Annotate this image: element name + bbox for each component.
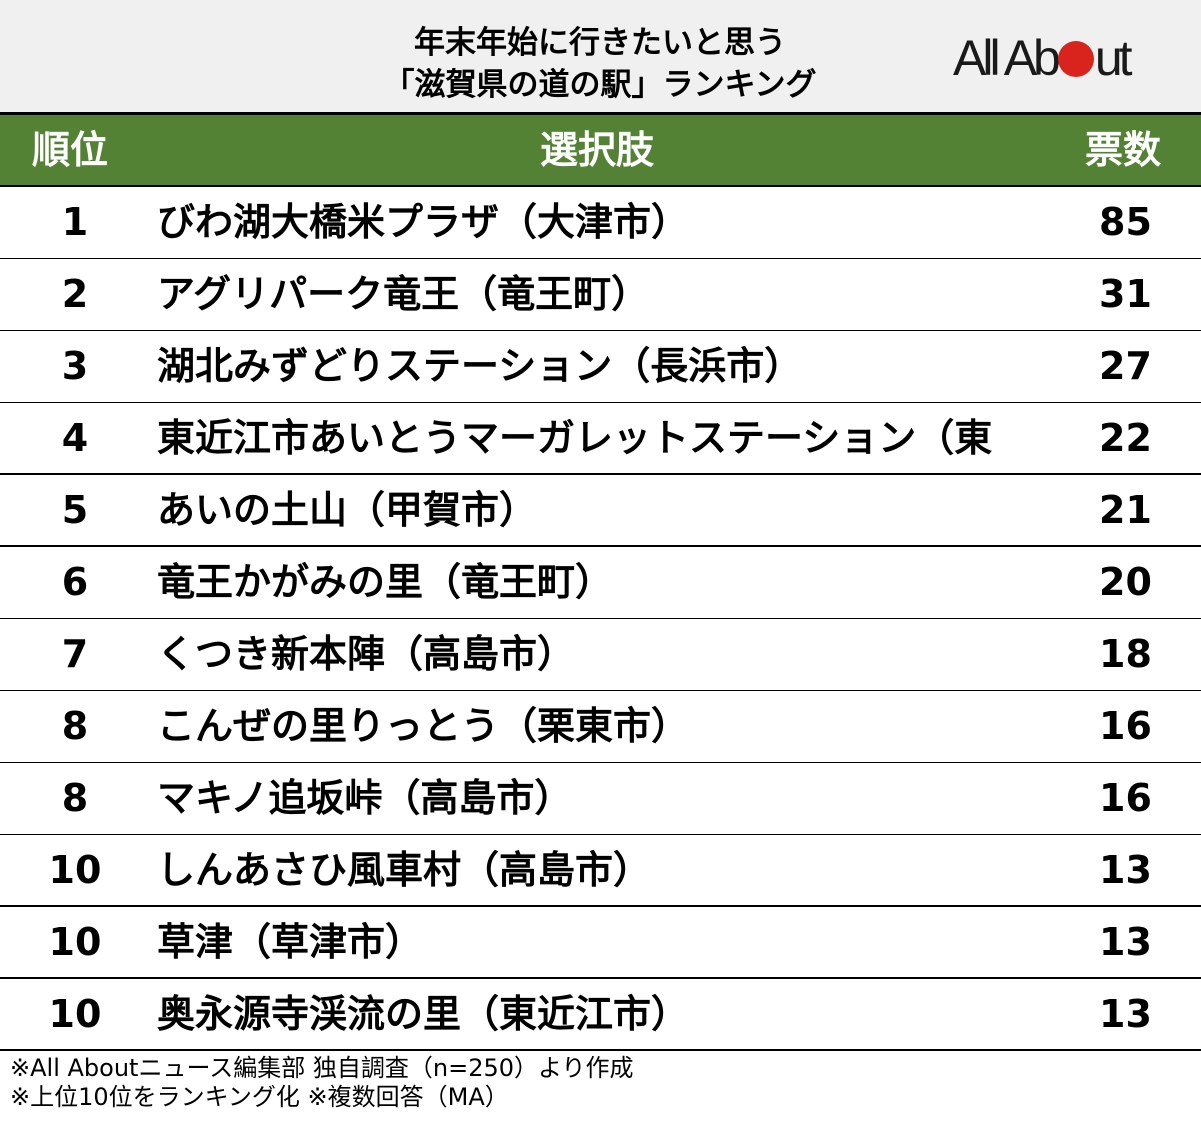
rank-cell: 3 xyxy=(61,344,89,388)
table-row: 5 あいの土山（甲賀市） 21 xyxy=(0,475,1201,547)
footer-notes: ※All Aboutニュース編集部 独自調査（n=250）より作成 ※上位10位… xyxy=(10,1054,634,1112)
logo-text-end: ut xyxy=(1094,30,1133,86)
name-cell: 湖北みずどりステーション（長浜市） xyxy=(157,344,803,388)
table-row: 10 奥永源寺渓流の里（東近江市） 13 xyxy=(0,979,1201,1051)
rank-cell: 5 xyxy=(61,488,89,532)
votes-cell: 22 xyxy=(1099,416,1152,460)
votes-cell: 13 xyxy=(1099,992,1152,1036)
logo-red-dot-icon xyxy=(1057,41,1094,77)
rank-cell: 6 xyxy=(61,560,89,604)
header-name: 選択肢 xyxy=(540,128,655,172)
name-cell: しんあさひ風車村（高島市） xyxy=(157,848,652,892)
votes-cell: 18 xyxy=(1099,632,1152,676)
name-cell: くつき新本陣（高島市） xyxy=(157,632,576,676)
votes-cell: 13 xyxy=(1099,848,1152,892)
name-cell: 東近江市あいとうマーガレットステーション（東 xyxy=(157,416,993,460)
rank-cell: 4 xyxy=(61,416,89,460)
votes-cell: 27 xyxy=(1099,344,1152,388)
header-votes: 票数 xyxy=(1085,128,1162,172)
table-header: 順位 選択肢 票数 xyxy=(0,115,1201,185)
name-cell: アグリパーク竜王（竜王町） xyxy=(157,272,650,316)
rank-cell: 2 xyxy=(61,272,89,316)
votes-cell: 20 xyxy=(1099,560,1152,604)
table-row: 6 竜王かがみの里（竜王町） 20 xyxy=(0,547,1201,619)
logo-text-start: All Ab xyxy=(953,30,1061,86)
votes-cell: 13 xyxy=(1099,920,1152,964)
table-row: 8 こんぜの里りっとう（栗東市） 16 xyxy=(0,691,1201,763)
votes-cell: 31 xyxy=(1099,272,1152,316)
table-row: 10 しんあさひ風車村（高島市） 13 xyxy=(0,835,1201,907)
footer-note-source: ※All Aboutニュース編集部 独自調査（n=250）より作成 xyxy=(10,1054,634,1082)
chart-title: 年末年始に行きたいと思う 「滋賀県の道の駅」ランキング xyxy=(300,22,900,106)
rank-cell: 1 xyxy=(61,200,89,244)
header-rank: 順位 xyxy=(32,128,109,172)
votes-cell: 21 xyxy=(1099,488,1152,532)
footer-note-method: ※上位10位をランキング化 ※複数回答（MA） xyxy=(10,1083,509,1111)
rank-cell: 10 xyxy=(48,848,102,892)
table-row: 10 草津（草津市） 13 xyxy=(0,907,1201,979)
name-cell: 草津（草津市） xyxy=(157,920,424,964)
title-line-1: 年末年始に行きたいと思う xyxy=(414,25,786,61)
divider xyxy=(0,112,1201,115)
votes-cell: 16 xyxy=(1099,776,1152,820)
name-cell: びわ湖大橋米プラザ（大津市） xyxy=(157,200,690,244)
rank-cell: 7 xyxy=(61,632,89,676)
table-row: 2 アグリパーク竜王（竜王町） 31 xyxy=(0,259,1201,331)
rank-cell: 10 xyxy=(48,920,102,964)
title-line-2: 「滋賀県の道の駅」ランキング xyxy=(383,67,817,103)
rank-cell: 8 xyxy=(61,704,89,748)
name-cell: あいの土山（甲賀市） xyxy=(157,488,538,532)
divider xyxy=(0,185,1201,187)
name-cell: こんぜの里りっとう（栗東市） xyxy=(157,704,690,748)
name-cell: 奥永源寺渓流の里（東近江市） xyxy=(157,992,690,1036)
allabout-logo: All Ab ut xyxy=(953,33,1168,83)
table-row: 8 マキノ追坂峠（高島市） 16 xyxy=(0,763,1201,835)
table-row: 7 くつき新本陣（高島市） 18 xyxy=(0,619,1201,691)
table-body: 1 びわ湖大橋米プラザ（大津市） 85 2 アグリパーク竜王（竜王町） 31 3… xyxy=(0,187,1201,1051)
table-row: 3 湖北みずどりステーション（長浜市） 27 xyxy=(0,331,1201,403)
votes-cell: 16 xyxy=(1099,704,1152,748)
votes-cell: 85 xyxy=(1099,200,1152,244)
table-row: 4 東近江市あいとうマーガレットステーション（東 22 xyxy=(0,403,1201,475)
rank-cell: 10 xyxy=(48,992,102,1036)
rank-cell: 8 xyxy=(61,776,89,820)
table-row: 1 びわ湖大橋米プラザ（大津市） 85 xyxy=(0,187,1201,259)
name-cell: マキノ追坂峠（高島市） xyxy=(157,776,573,820)
title-band: 年末年始に行きたいと思う 「滋賀県の道の駅」ランキング All Ab ut xyxy=(0,0,1201,113)
name-cell: 竜王かがみの里（竜王町） xyxy=(157,560,614,604)
